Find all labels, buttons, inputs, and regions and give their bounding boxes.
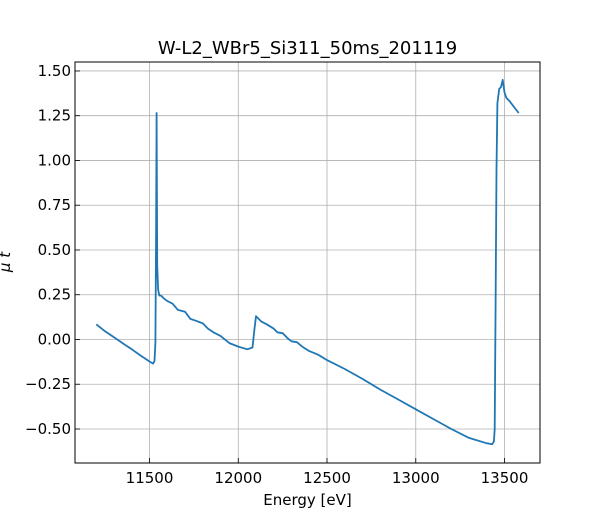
x-axis-ticks: 11500 12000 12500 13000 13500 (126, 458, 529, 487)
y-axis-label: μ t (0, 251, 14, 273)
x-tick-label: 13000 (392, 469, 440, 487)
x-tick-label: 12000 (214, 469, 262, 487)
y-tick-label: 1.25 (38, 107, 71, 125)
y-tick-label: 0.00 (38, 330, 71, 348)
y-tick-label: 1.00 (38, 151, 71, 169)
chart-title: W-L2_WBr5_Si311_50ms_201119 (158, 38, 457, 59)
series-line (95, 79, 520, 446)
x-axis-label: Energy [eV] (263, 491, 351, 509)
grid-lines (75, 62, 540, 463)
y-tick-label: −0.50 (25, 420, 71, 438)
y-tick-label: 0.50 (38, 241, 71, 259)
series-layer (95, 79, 520, 446)
y-tick-label: 0.25 (38, 286, 71, 304)
x-tick-label: 12500 (303, 469, 351, 487)
plot-area-frame (74, 61, 541, 464)
y-tick-label: 0.75 (38, 196, 71, 214)
x-tick-label: 11500 (126, 469, 174, 487)
x-tick-label: 13500 (481, 469, 529, 487)
y-tick-label: 1.50 (38, 62, 71, 80)
y-tick-label: −0.25 (25, 375, 71, 393)
y-axis-ticks: −0.50 −0.25 0.00 0.25 0.50 0.75 1.00 1.25 1.50 (25, 62, 80, 438)
